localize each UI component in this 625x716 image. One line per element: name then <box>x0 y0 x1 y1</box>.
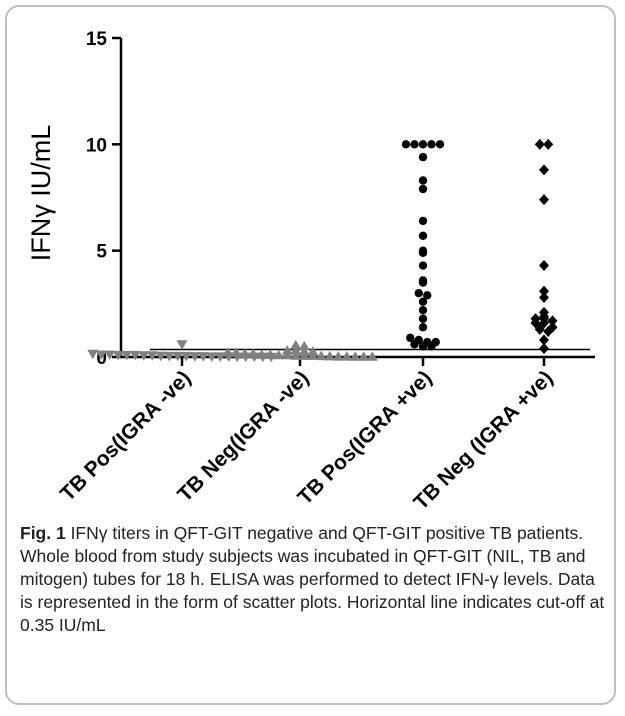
data-points <box>87 138 558 363</box>
data-point <box>418 184 428 194</box>
category-label: TB Neg(IGRA -ve) <box>173 366 313 506</box>
data-point <box>307 350 319 360</box>
data-point <box>539 342 549 354</box>
data-point <box>418 231 428 240</box>
data-point <box>264 349 276 359</box>
data-point <box>543 138 554 150</box>
y-tick-label: 5 <box>96 242 107 263</box>
data-point <box>290 345 302 355</box>
data-point <box>298 350 310 360</box>
data-point <box>418 297 428 306</box>
data-point <box>418 261 428 270</box>
data-point <box>163 351 175 362</box>
data-point <box>155 351 167 362</box>
data-point <box>418 278 428 287</box>
data-point <box>324 350 336 361</box>
data-point <box>543 325 554 337</box>
data-point <box>273 349 285 360</box>
data-point <box>104 350 116 360</box>
data-point <box>341 351 353 361</box>
data-point <box>539 260 549 272</box>
data-point <box>189 352 201 362</box>
scatter-chart: 051015 TB Pos(IGRA -ve)TB Neg(IGRA -ve)T… <box>26 29 595 514</box>
data-point <box>539 194 549 206</box>
data-point <box>290 350 302 360</box>
data-point <box>298 340 310 351</box>
data-point <box>418 314 428 323</box>
data-point <box>547 315 558 327</box>
data-point <box>146 351 158 361</box>
data-point <box>239 348 251 358</box>
data-point <box>349 351 361 361</box>
data-point <box>172 351 184 362</box>
data-point <box>435 140 445 149</box>
data-point <box>230 347 242 357</box>
data-point <box>281 349 293 360</box>
category-label: TB Pos(IGRA +ve) <box>293 366 436 509</box>
data-point <box>95 350 107 360</box>
data-point <box>427 342 436 351</box>
data-point <box>418 140 428 149</box>
data-point <box>410 340 419 349</box>
y-tick-label: 10 <box>86 135 107 156</box>
data-point <box>539 317 549 329</box>
data-point <box>418 176 428 185</box>
data-point <box>414 289 423 298</box>
data-point <box>176 340 188 350</box>
data-point <box>427 140 436 149</box>
category-label: TB Neg (IGRA +ve) <box>409 366 557 514</box>
data-point <box>539 334 549 346</box>
data-point <box>256 349 268 359</box>
data-point <box>121 350 133 361</box>
axes <box>119 38 595 359</box>
data-point <box>247 348 259 358</box>
data-point <box>180 351 192 362</box>
data-point <box>315 350 327 361</box>
data-point <box>418 342 428 351</box>
data-point <box>539 164 549 176</box>
data-point <box>423 291 432 300</box>
data-point <box>539 285 549 297</box>
caption-label: Fig. 1 <box>20 523 66 543</box>
data-point <box>418 152 428 162</box>
data-point <box>401 140 411 149</box>
data-point <box>418 248 428 257</box>
category-labels: TB Pos(IGRA -ve)TB Neg(IGRA -ve)TB Pos(I… <box>56 366 557 514</box>
data-point <box>206 352 218 362</box>
category-label: TB Pos(IGRA -ve) <box>56 366 195 505</box>
data-point <box>418 306 428 315</box>
caption-text: IFNγ titers in QFT-GIT negative and QFT-… <box>20 523 605 635</box>
data-point <box>534 323 545 335</box>
data-point <box>418 323 428 332</box>
data-point <box>87 349 99 360</box>
data-point <box>222 347 234 357</box>
data-point <box>138 351 150 361</box>
data-point <box>112 350 124 361</box>
data-point <box>539 291 549 303</box>
data-point <box>129 350 141 361</box>
data-point <box>534 138 545 150</box>
data-point <box>410 140 419 149</box>
y-tick-label: 15 <box>86 29 108 50</box>
figure-caption: Fig. 1 IFNγ titers in QFT-GIT negative a… <box>20 522 605 637</box>
data-point <box>332 351 344 361</box>
y-ticks: 051015 <box>86 29 546 369</box>
data-point <box>214 352 226 362</box>
y-axis-title: IFNγ IU/mL <box>26 125 56 262</box>
data-point <box>406 333 415 343</box>
data-point <box>358 351 370 361</box>
data-point <box>290 339 302 350</box>
data-point <box>197 352 209 362</box>
data-point <box>530 317 541 329</box>
data-point <box>366 351 378 361</box>
data-point <box>418 216 428 226</box>
